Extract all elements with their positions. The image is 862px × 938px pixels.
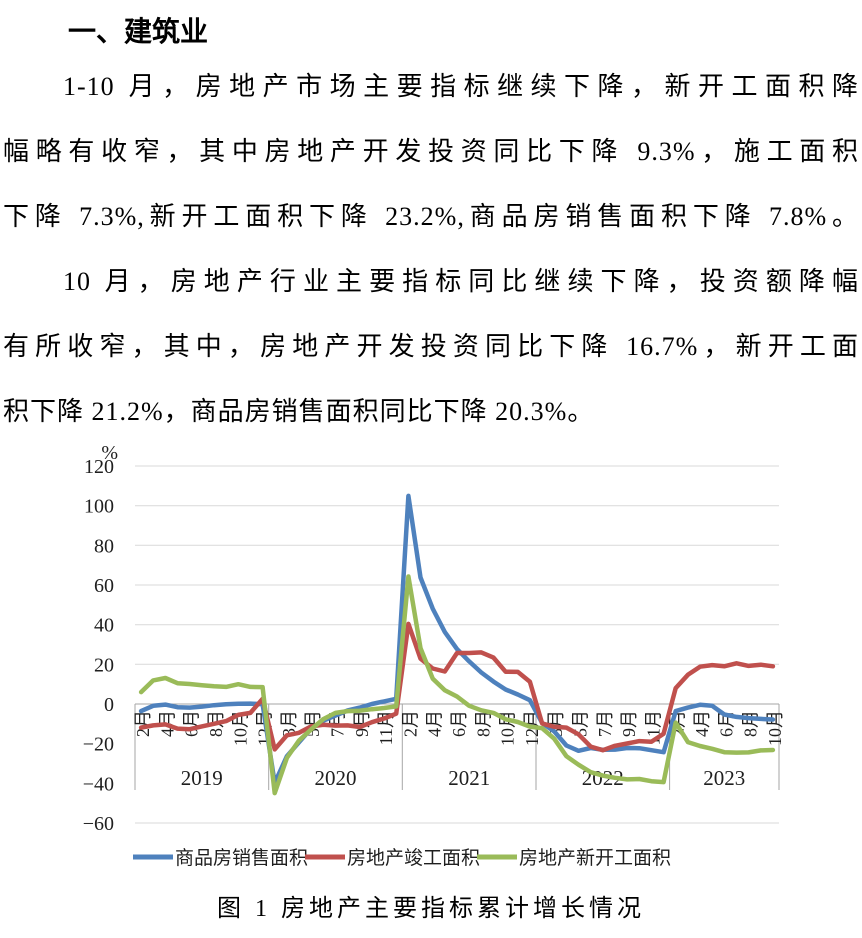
legend-label: 商品房销售面积 [175,847,308,869]
y-axis-unit-label: % [101,444,118,464]
year-label: 2023 [703,766,745,790]
body-line: 下降 7.3%,新开工面积下降 23.2%,商品房销售面积下降 7.8%。 [3,202,859,231]
month-tick-label: 8月 [741,710,761,737]
month-tick-label: 8月 [473,710,493,737]
y-tick-label: −60 [83,813,114,835]
y-tick-label: 120 [84,456,114,478]
month-tick-label: 4月 [425,710,445,737]
legend-item[interactable]: 房地产新开工面积 [477,847,671,869]
body-line: 幅略有收窄，其中房地产开发投资同比下降 9.3%，施工面积 [3,137,859,166]
y-tick-label: 100 [84,496,114,518]
month-tick-label: 7月 [595,710,615,737]
month-tick-label: 4月 [692,710,712,737]
y-tick-label: −20 [83,734,114,756]
month-tick-label: 10月 [230,710,250,746]
y-tick-label: 40 [94,615,114,637]
figure-caption: 图 1 房地产主要指标累计增长情况 [217,896,645,922]
legend-item[interactable]: 商品房销售面积 [133,847,308,869]
year-label: 2020 [315,766,357,790]
body-text: 1-10 月，房地产市场主要指标继续下降，新开工面积降幅略有收窄，其中房地产开发… [0,54,862,444]
y-tick-label: −40 [83,773,114,795]
body-line: 有所收窄，其中，房地产开发投资同比下降 16.7%，新开工面 [3,332,859,361]
body-line: 10 月，房地产行业主要指标同比继续下降，投资额降幅 [63,267,859,296]
legend-label: 房地产新开工面积 [519,847,671,869]
body-line: 积下降 21.2%，商品房销售面积同比下降 20.3%。 [3,397,595,426]
legend-item[interactable]: 房地产竣工面积 [305,847,480,869]
section-heading: 一、建筑业 [68,16,209,47]
figure-chart: 120 100 80 60 40 20 0 −20 −40 −60% 2019 2020 2021 202… [0,444,862,884]
series-line-sales-area [138,493,776,786]
legend-label: 房地产竣工面积 [347,847,480,869]
series-line-new-starts-area [138,574,776,796]
month-tick-label: 2月 [400,710,420,737]
year-label: 2019 [181,766,223,790]
body-line: 1-10 月，房地产市场主要指标继续下降，新开工面积降 [63,72,859,101]
month-tick-label: 10月 [765,710,785,746]
month-tick-label: 6月 [449,710,469,737]
line-chart: 120 100 80 60 40 20 0 −20 −40 −60% 2019 2020 2021 202… [83,444,785,869]
month-tick-label: 6月 [182,710,202,737]
series-line-completed-area [138,621,776,753]
month-tick-label: 9月 [619,710,639,737]
y-tick-label: 80 [94,535,114,557]
y-tick-label: 0 [104,694,114,716]
month-tick-label: 2月 [133,710,153,737]
month-tick-label: 9月 [352,710,372,737]
y-tick-label: 20 [94,654,114,676]
year-label: 2021 [448,766,490,790]
y-tick-label: 60 [94,575,114,597]
month-tick-label: 3月 [279,710,299,737]
